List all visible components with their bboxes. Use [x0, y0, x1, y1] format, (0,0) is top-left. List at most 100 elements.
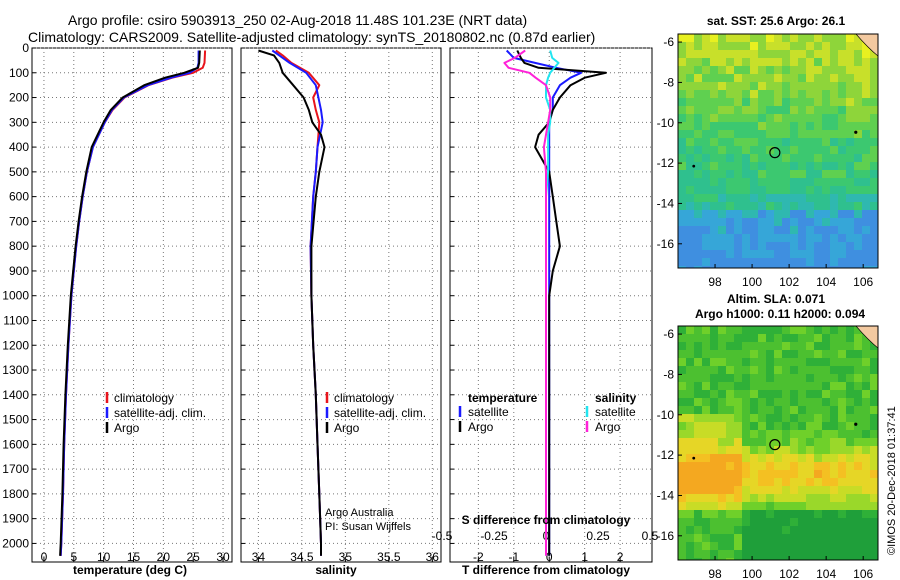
map-cell: [870, 438, 878, 446]
map-cell: [694, 342, 702, 350]
map-cell: [742, 186, 750, 194]
map-cell: [822, 90, 830, 98]
map-cell: [854, 558, 862, 560]
map-cell: [782, 358, 790, 366]
map-cell: [822, 414, 830, 422]
map-cell: [726, 250, 734, 258]
map-cell: [694, 358, 702, 366]
map-cell: [718, 454, 726, 462]
map-cell: [806, 398, 814, 406]
map-cell: [710, 170, 718, 178]
depth-tick-label: 1000: [2, 289, 29, 303]
map-cell: [734, 98, 742, 106]
map-cell: [678, 326, 686, 334]
map-cell: [790, 510, 798, 518]
map-cell: [750, 250, 758, 258]
map-cell: [726, 170, 734, 178]
map-cell: [774, 58, 782, 66]
map-cell: [806, 558, 814, 560]
s-diff-tick-label: -0.25: [480, 529, 508, 543]
map-cell: [766, 486, 774, 494]
map-cell: [734, 494, 742, 502]
map-cell: [790, 194, 798, 202]
map-cell: [734, 454, 742, 462]
map-lon-label: 106: [853, 567, 873, 580]
map-cell: [766, 154, 774, 162]
map-cell: [822, 50, 830, 58]
map-cell: [782, 518, 790, 526]
map-cell: [678, 146, 686, 154]
map-cell: [806, 430, 814, 438]
map-cell: [862, 66, 870, 74]
map-cell: [822, 74, 830, 82]
map-cell: [678, 398, 686, 406]
map-cell: [782, 382, 790, 390]
map-cell: [750, 74, 758, 82]
map-cell: [806, 218, 814, 226]
map-cell: [718, 374, 726, 382]
map-cell: [750, 226, 758, 234]
map-cell: [718, 130, 726, 138]
map-cell: [846, 446, 854, 454]
map-cell: [862, 178, 870, 186]
map-cell: [686, 486, 694, 494]
map-cell: [854, 430, 862, 438]
map-cell: [750, 366, 758, 374]
map-cell: [766, 406, 774, 414]
sla-map-area: 98 100 102 104 106-6-8-10-12-14-16: [657, 325, 879, 580]
temperature-plot-area: 0 5 10 15 20 25 300100200300400500600700800900…: [2, 41, 233, 564]
map-cell: [790, 414, 798, 422]
map-cell: [702, 550, 710, 558]
map-cell: [798, 390, 806, 398]
legend-salinity-argo-label: Argo: [595, 420, 621, 434]
map-cell: [750, 106, 758, 114]
map-cell: [806, 122, 814, 130]
map-cell: [790, 342, 798, 350]
map-cell: [838, 534, 846, 542]
map-cell: [774, 34, 782, 42]
map-cell: [838, 106, 846, 114]
sla-map-subtitle: Argo h1000: 0.11 h2000: 0.094: [695, 307, 865, 321]
map-cell: [678, 178, 686, 186]
argo-position-marker: [769, 439, 781, 451]
map-cell: [774, 510, 782, 518]
map-cell: [814, 502, 822, 510]
map-cell: [846, 82, 854, 90]
map-cell: [710, 414, 718, 422]
map-lat-label: -14: [657, 196, 675, 210]
map-cell: [806, 518, 814, 526]
map-cell: [790, 114, 798, 122]
map-cell: [742, 366, 750, 374]
map-cell: [718, 170, 726, 178]
map-cell: [854, 526, 862, 534]
map-cell: [742, 258, 750, 266]
map-cell: [806, 106, 814, 114]
map-cell: [846, 486, 854, 494]
map-cell: [846, 502, 854, 510]
depth-tick-label: 900: [9, 264, 29, 278]
difference-legend: temperature satellite Argo salinity sate…: [458, 391, 637, 434]
map-cell: [718, 558, 726, 560]
map-cell: [814, 250, 822, 258]
map-cell: [814, 446, 822, 454]
map-cell: [734, 234, 742, 242]
map-cell: [862, 550, 870, 558]
map-cell: [870, 218, 878, 226]
map-cell: [790, 518, 798, 526]
map-cell: [734, 374, 742, 382]
map-cell: [774, 558, 782, 560]
map-cell: [718, 446, 726, 454]
map-cell: [798, 66, 806, 74]
map-cell: [750, 510, 758, 518]
map-cell: [766, 390, 774, 398]
map-cell: [758, 454, 766, 462]
map-cell: [734, 510, 742, 518]
map-cell: [686, 382, 694, 390]
map-cell: [758, 382, 766, 390]
map-cell: [750, 98, 758, 106]
map-cell: [838, 390, 846, 398]
map-cell: [678, 98, 686, 106]
map-cell: [814, 382, 822, 390]
map-cell: [838, 42, 846, 50]
map-cell: [870, 454, 878, 462]
